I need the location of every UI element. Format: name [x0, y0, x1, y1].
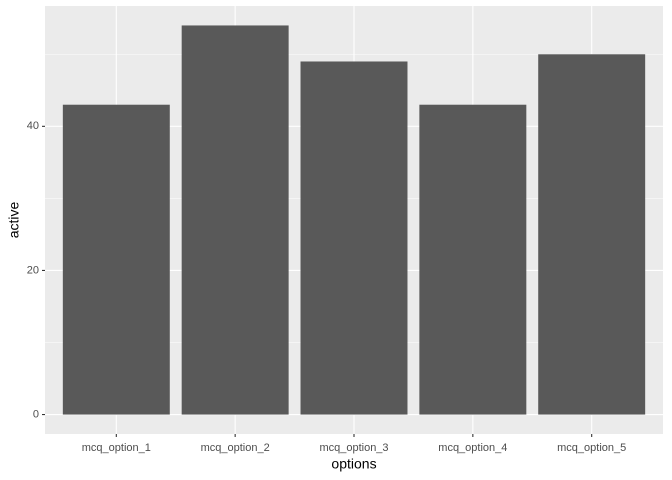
y-tick-label: 0	[33, 408, 39, 420]
bar	[181, 25, 289, 415]
x-axis-title: options	[331, 456, 376, 472]
x-tick-label: mcq_option_2	[201, 442, 270, 454]
x-tick-label: mcq_option_4	[438, 442, 507, 454]
x-tick-label: mcq_option_1	[82, 442, 151, 454]
y-tick-label: 20	[27, 264, 39, 276]
x-tick-label: mcq_option_3	[319, 442, 388, 454]
x-tick-label: mcq_option_5	[557, 442, 626, 454]
y-axis-title: active	[6, 202, 22, 239]
y-tick-label: 40	[27, 120, 39, 132]
bar	[62, 104, 170, 415]
bar	[419, 104, 527, 415]
bar	[538, 54, 646, 415]
bar	[300, 61, 408, 415]
